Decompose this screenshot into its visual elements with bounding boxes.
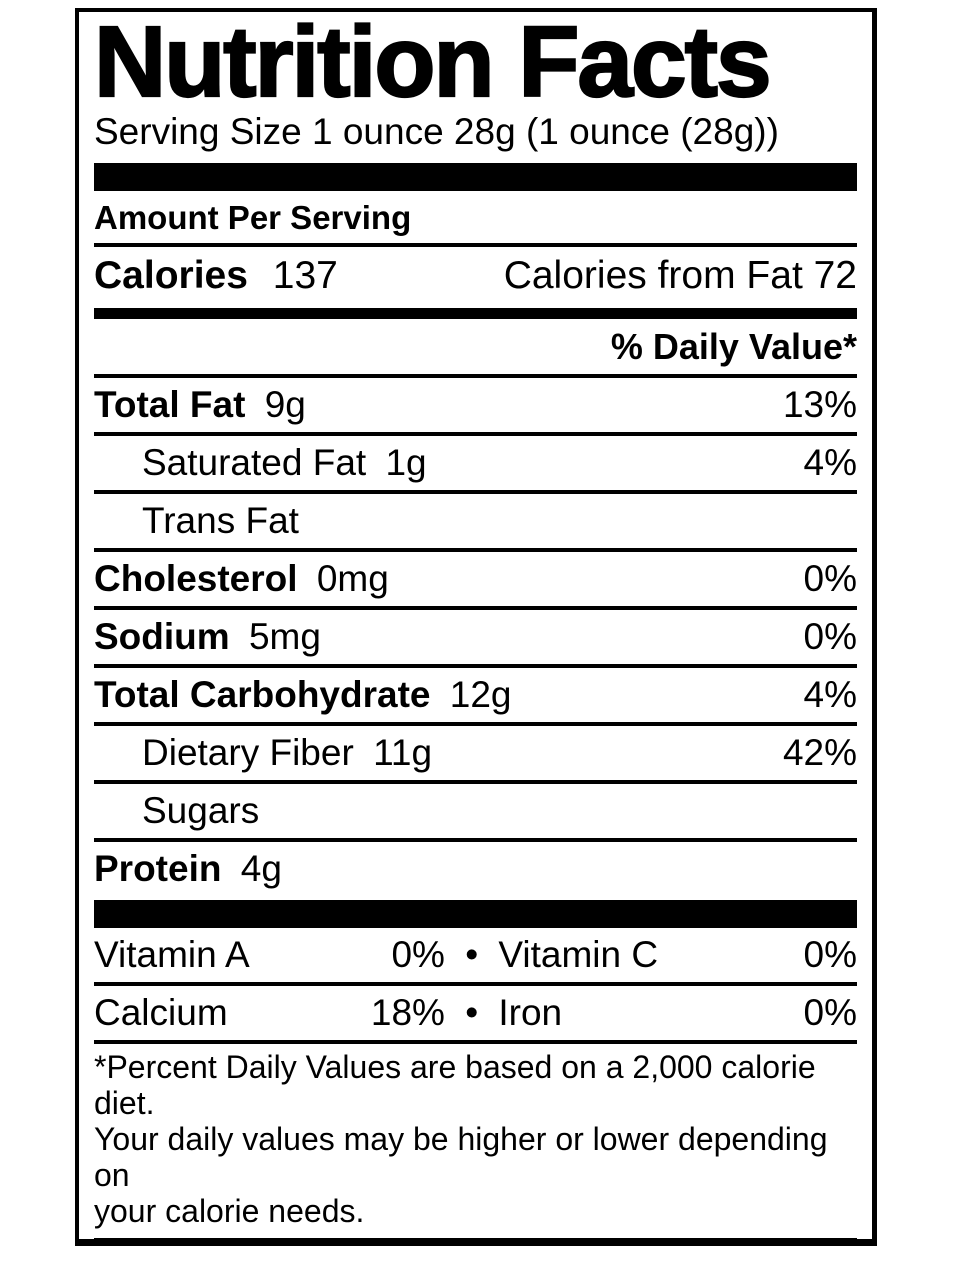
nutrient-value: 0mg xyxy=(316,557,389,599)
nutrient-name-group: Sodium 5mg xyxy=(94,616,321,658)
label-title: Nutrition Facts xyxy=(93,8,773,118)
nutrient-row-saturated-fat: Saturated Fat 1g 4% xyxy=(94,436,857,490)
amount-per-serving-label: Amount Per Serving xyxy=(94,198,412,236)
nutrient-name-group: Sugars xyxy=(142,790,268,832)
nutrient-name-group: Protein 4g xyxy=(94,848,282,890)
calories-from-fat: Calories from Fat 72 xyxy=(503,253,857,297)
nutrient-percent: 4% xyxy=(803,441,857,483)
nutrient-percent: 42% xyxy=(782,731,857,773)
nutrient-row-total-carbohydrate: Total Carbohydrate 12g 4% xyxy=(94,668,857,722)
footnote-line: Your daily values may be higher or lower… xyxy=(94,1121,828,1194)
micronutrient-row-minerals: Calcium 18% • Iron 0% xyxy=(94,986,857,1040)
nutrient-name-group: Total Carbohydrate 12g xyxy=(94,674,511,716)
divider-rule xyxy=(94,837,857,842)
nutrient-value: 1g xyxy=(385,441,427,483)
micronutrient-name: Iron xyxy=(498,991,563,1033)
nutrient-percent: 4% xyxy=(803,673,857,715)
divider-rule xyxy=(94,1039,857,1044)
separator-bar-thick-bottom xyxy=(94,899,857,928)
nutrient-row-sugars: Sugars xyxy=(94,784,857,838)
nutrient-name-group: Total Fat 9g xyxy=(94,384,306,426)
nutrient-percent: 13% xyxy=(782,383,857,425)
nutrient-name: Total Carbohydrate xyxy=(94,673,431,715)
calories-left: Calories 137 xyxy=(94,254,338,298)
calories-row: Calories 137 Calories from Fat 72 xyxy=(94,247,857,308)
divider-rule xyxy=(94,721,857,726)
divider-rule xyxy=(94,779,857,784)
micronutrient-left-pair: Calcium 18% xyxy=(94,992,445,1034)
micronutrient-percent: 0% xyxy=(803,933,857,975)
nutrient-row-trans-fat: Trans Fat xyxy=(94,494,857,548)
bullet-separator: • xyxy=(465,933,479,975)
calories-label: Calories xyxy=(94,253,248,297)
micronutrient-row-vitamins: Vitamin A 0% • Vitamin C 0% xyxy=(94,928,857,982)
micronutrient-name: Vitamin A xyxy=(94,933,250,975)
nutrient-row-sodium: Sodium 5mg 0% xyxy=(94,610,857,664)
divider-rule xyxy=(94,981,857,986)
micronutrient-name: Calcium xyxy=(94,991,228,1033)
nutrient-name: Cholesterol xyxy=(94,557,298,599)
bullet-separator: • xyxy=(465,991,479,1033)
daily-values-footnote: *Percent Daily Values are based on a 2,0… xyxy=(94,1044,857,1230)
nutrient-percent: 0% xyxy=(803,615,857,657)
nutrient-percent: 0% xyxy=(803,557,857,599)
nutrient-name: Sodium xyxy=(94,615,230,657)
nutrient-name: Total Fat xyxy=(94,383,246,425)
footnote-line: your calorie needs. xyxy=(94,1193,365,1230)
micronutrient-percent: 18% xyxy=(370,991,445,1033)
divider-rule xyxy=(94,663,857,668)
divider-rule xyxy=(94,489,857,494)
nutrient-value: 9g xyxy=(264,383,306,425)
nutrition-facts-label: Nutrition Facts Serving Size 1 ounce 28g… xyxy=(75,8,877,1246)
micronutrient-percent: 0% xyxy=(391,933,445,975)
divider-rule xyxy=(94,373,857,378)
divider-rule xyxy=(94,605,857,610)
footnote-line: *Percent Daily Values are based on a 2,0… xyxy=(94,1048,816,1121)
nutrient-name: Trans Fat xyxy=(142,499,299,541)
nutrient-name-group: Trans Fat xyxy=(142,500,308,542)
nutrient-name: Dietary Fiber xyxy=(142,731,354,773)
nutrient-row-dietary-fiber: Dietary Fiber 11g 42% xyxy=(94,726,857,780)
calories-value: 137 xyxy=(272,253,338,297)
nutrient-value: 12g xyxy=(449,673,512,715)
micronutrient-right-pair: Vitamin C 0% xyxy=(498,934,857,976)
nutrient-name: Protein xyxy=(94,847,222,889)
daily-value-header: % Daily Value* xyxy=(610,325,857,367)
separator-bar-thick-top xyxy=(94,162,857,191)
nutrient-value: 5mg xyxy=(248,615,321,657)
divider-rule xyxy=(94,547,857,552)
micronutrient-name: Vitamin C xyxy=(498,933,659,975)
serving-size: Serving Size 1 ounce 28g (1 ounce (28g)) xyxy=(94,111,779,152)
nutrient-name: Sugars xyxy=(142,789,260,831)
nutrient-name: Saturated Fat xyxy=(142,441,367,483)
micronutrient-left-pair: Vitamin A 0% xyxy=(94,934,445,976)
footer-credit-box: ©www.NutritionData.com xyxy=(94,1238,857,1239)
micronutrient-percent: 0% xyxy=(803,991,857,1033)
divider-rule xyxy=(94,242,857,247)
nutrient-row-total-fat: Total Fat 9g 13% xyxy=(94,378,857,432)
nutrient-name-group: Dietary Fiber 11g xyxy=(142,732,432,774)
nutrient-name-group: Cholesterol 0mg xyxy=(94,558,389,600)
nutrient-name-group: Saturated Fat 1g xyxy=(142,442,427,484)
nutrient-row-cholesterol: Cholesterol 0mg 0% xyxy=(94,552,857,606)
divider-rule xyxy=(94,431,857,436)
nutrient-row-protein: Protein 4g xyxy=(94,842,857,896)
micronutrient-right-pair: Iron 0% xyxy=(498,992,857,1034)
separator-bar-medium xyxy=(94,307,857,319)
nutrient-value: 4g xyxy=(240,847,282,889)
nutrient-value: 11g xyxy=(373,731,433,773)
